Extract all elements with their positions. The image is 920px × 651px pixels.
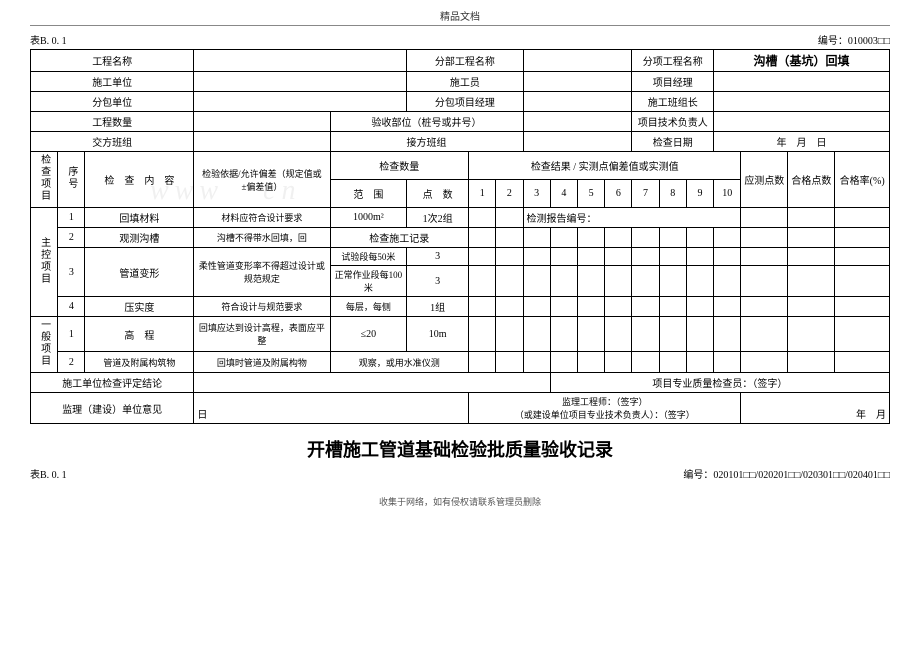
team-leader-label: 施工班组长 (632, 92, 714, 112)
accept-part-label: 验收部位（桩号或井号） (330, 112, 523, 132)
conclusion-row-1: 施工单位检查评定结论 项目专业质量检查员：（签字） (31, 373, 890, 393)
hdr-row-2: 施工单位 施工员 项目经理 (31, 72, 890, 92)
num-2: 2 (496, 180, 523, 208)
top-rule (30, 25, 890, 26)
num-9: 9 (686, 180, 713, 208)
quality-sign: 项目专业质量检查员：（签字） (550, 373, 889, 393)
report-no-cell: 检测报告编号： (523, 208, 741, 228)
sup-sign: 监理工程师：（签字） （或建设单位项目专业技术负责人）：（签字） (469, 393, 741, 424)
unit-check-label: 施工单位检查评定结论 (31, 373, 194, 393)
col-content: 检 查 内 容 (85, 152, 194, 208)
date-format: 年 月 日 (714, 132, 890, 152)
num-6: 6 (605, 180, 632, 208)
subcontractor-label: 分包单位 (31, 92, 194, 112)
hdr-row-3: 分包单位 分包项目经理 施工班组长 (31, 92, 890, 112)
page-container: 精品文档 表B. 0. 1 编号：010003□□ www cn 工程名称 分部… (0, 0, 920, 528)
pm-label: 项目经理 (632, 72, 714, 92)
date-suffix: 年 月 (741, 393, 890, 424)
col-pass-rate: 合格率(%) (835, 152, 890, 208)
bottom-header-row: 表B. 0. 1 编号：020101□□/020201□□/020301□□/0… (30, 466, 890, 481)
quantity-label: 工程数量 (31, 112, 194, 132)
conclusion-row-2: 监理（建设）单位意见 日 监理工程师：（签字） （或建设单位项目专业技术负责人）… (31, 393, 890, 424)
sub-pm-label: 分包项目经理 (407, 92, 523, 112)
hdr-row-4: 工程数量 验收部位（桩号或井号） 项目技术负责人 (31, 112, 890, 132)
table-number: 表B. 0. 1 (30, 32, 67, 47)
doc-header-label: 精品文档 (30, 8, 890, 23)
bottom-form-no: 编号：020101□□/020201□□/020301□□/020401□□ (683, 466, 890, 481)
hdr-row-1: 工程名称 分部工程名称 分项工程名称 沟槽（基坑）回填 (31, 50, 890, 72)
col-pass-pts: 合格点数 (788, 152, 835, 208)
hdr-row-5: 交方班组 接方班组 检查日期 年 月 日 (31, 132, 890, 152)
bottom-table-no: 表B. 0. 1 (30, 466, 67, 481)
col-check-qty: 检查数量 (330, 152, 469, 180)
num-4: 4 (550, 180, 577, 208)
col-result: 检查结果 / 实测点偏差值或实测值 (469, 152, 741, 180)
col-range: 范 围 (330, 180, 407, 208)
recv-team-label: 接方班组 (330, 132, 523, 152)
supervisor-label: 监理（建设）单位意见 (31, 393, 194, 424)
num-7: 7 (632, 180, 659, 208)
num-3: 3 (523, 180, 550, 208)
tech-leader-label: 项目技术负责人 (632, 112, 714, 132)
col-hdr-1: 检查项目 序号 检 查 内 容 检验依据/允许偏差（规定值或±偏差值） 检查数量… (31, 152, 890, 180)
construction-unit-label: 施工单位 (31, 72, 194, 92)
section-general-label: 一般项目 (31, 317, 58, 373)
item-project-label: 分项工程名称 (632, 50, 714, 72)
main-row-2: 2 观测沟槽 沟槽不得带水回填，回 检查施工记录 (31, 228, 890, 248)
num-8: 8 (659, 180, 686, 208)
day-suffix: 日 (194, 393, 469, 424)
constructor-label: 施工员 (407, 72, 523, 92)
main-row-1: 主控项目 1 回填材料 材料应符合设计要求 1000m² 1次2组 检测报告编号… (31, 208, 890, 228)
col-should-pts: 应测点数 (741, 152, 788, 208)
footer-note: 收集于网络，如有侵权请联系管理员删除 (30, 495, 890, 508)
main-row-4: 4 压实度 符合设计与规范要求 每层，每侧 1组 (31, 297, 890, 317)
main-row-3a: 3 管道变形 柔性管道变形率不得超过设计或规范规定 试验段每50米 3 (31, 248, 890, 266)
gen-row-1: 一般项目 1 高 程 回填应达到设计高程，表面应平整 ≤20 10m (31, 317, 890, 352)
num-1: 1 (469, 180, 496, 208)
col-points: 点 数 (407, 180, 469, 208)
num-10: 10 (714, 180, 741, 208)
check-date-label: 检查日期 (632, 132, 714, 152)
section-main-label: 主控项目 (31, 208, 58, 317)
col-basis: 检验依据/允许偏差（规定值或±偏差值） (194, 152, 330, 208)
bottom-title: 开槽施工管道基础检验批质量验收记录 (30, 436, 890, 462)
col-check-item: 检查项目 (31, 152, 58, 208)
col-seq: 序号 (58, 152, 85, 208)
item-project-value: 沟槽（基坑）回填 (714, 50, 890, 72)
num-5: 5 (577, 180, 604, 208)
project-name-val (194, 50, 407, 72)
main-form-table: 工程名称 分部工程名称 分项工程名称 沟槽（基坑）回填 施工单位 施工员 项目经… (30, 49, 890, 424)
sub-project-label: 分部工程名称 (407, 50, 523, 72)
form-number: 编号：010003□□ (818, 32, 890, 47)
sub-project-val (523, 50, 632, 72)
gen-row-2: 2 管道及附属构筑物 回填时管道及附属构物 观察，或用水准仪测 (31, 352, 890, 373)
project-name-label: 工程名称 (31, 50, 194, 72)
hand-team-label: 交方班组 (31, 132, 194, 152)
header-row: 表B. 0. 1 编号：010003□□ (30, 32, 890, 47)
